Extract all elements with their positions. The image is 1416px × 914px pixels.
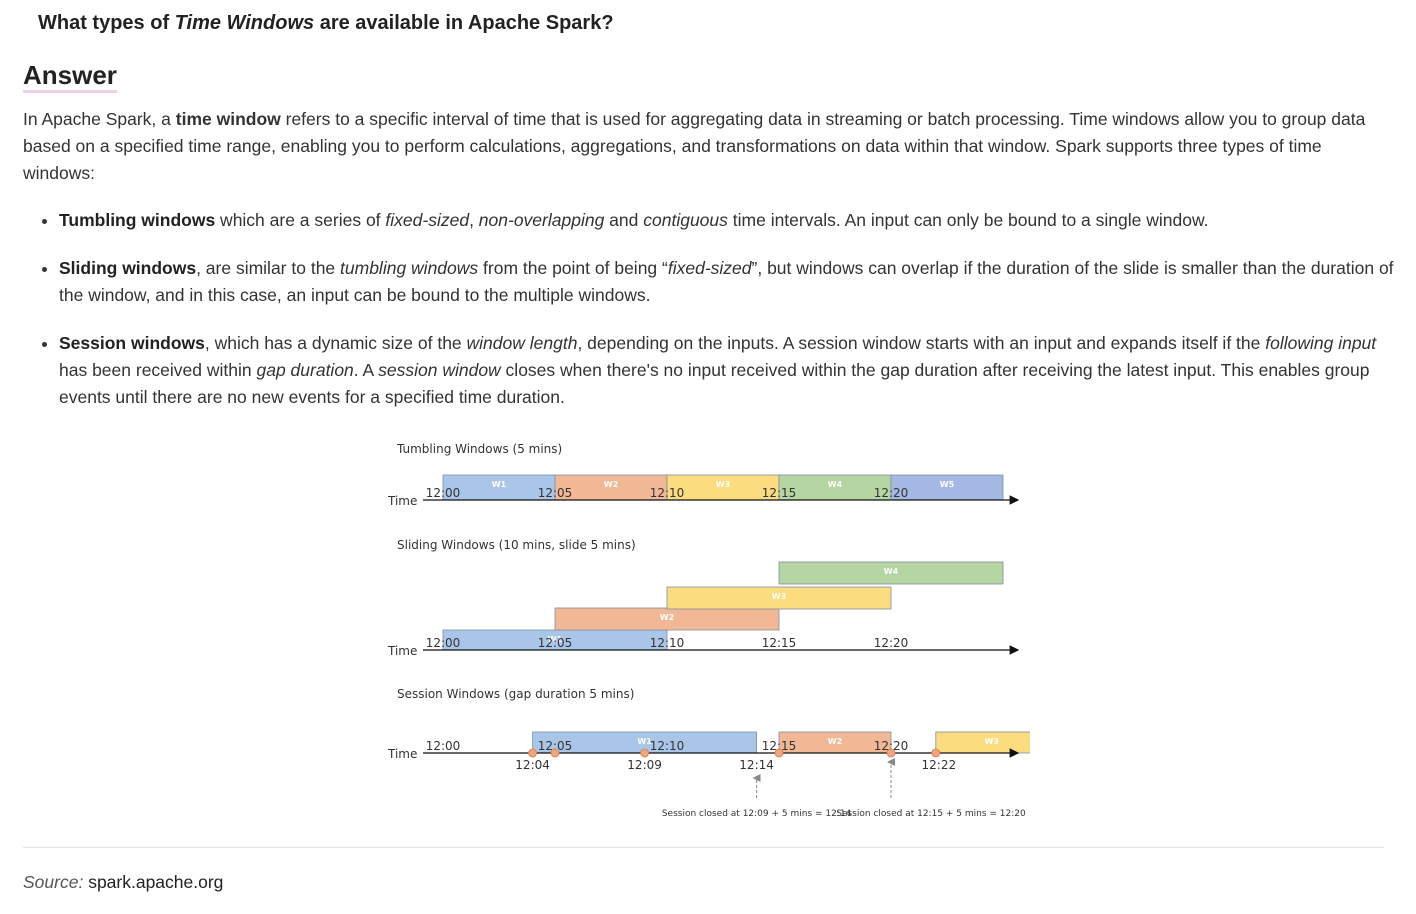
source-label: Source: (23, 872, 84, 892)
session-close-note: Session closed at 12:15 + 5 mins = 12:20 (836, 809, 1026, 819)
sliding-tick-label: 12:10 (650, 636, 685, 650)
sliding-title: Sliding Windows (10 mins, slide 5 mins) (397, 538, 636, 552)
sliding-tick-label: 12:15 (762, 636, 797, 650)
list-item-tumbling: Tumbling windows which are a series of f… (59, 207, 1409, 234)
source-value: spark.apache.org (88, 872, 224, 892)
tumbling-window-label: W3 (716, 480, 730, 489)
intro-text-1: In Apache Spark, a (23, 109, 176, 129)
sliding-window-label: W3 (772, 592, 786, 601)
question-emphasis: Time Windows (174, 12, 315, 34)
sliding-window-w4 (778, 561, 1004, 585)
sliding-window-label: W4 (884, 567, 899, 576)
session-title: Session Windows (gap duration 5 mins) (397, 687, 634, 701)
time-windows-diagram: Tumbling Windows (5 mins) W1 W2 W3 W4 W5 Time 1… (380, 432, 1030, 827)
sliding-window-label: W1 (548, 635, 563, 644)
tumbling-text: , (469, 210, 479, 230)
session-italic: window length (466, 333, 578, 353)
sliding-window-w3 (666, 586, 892, 610)
sliding-tick-label: 12:00 (426, 636, 461, 650)
time-windows-svg: Tumbling Windows (5 mins) W1 W2 W3 W4 W5 Time 1… (387, 442, 1030, 819)
tumbling-tick-label: 12:00 (426, 486, 461, 500)
session-event-dot (931, 748, 941, 758)
sliding-axis-label: Time (387, 644, 417, 658)
session-italic: gap duration (256, 360, 354, 380)
session-event-dot (886, 748, 896, 758)
sliding-title: Sliding windows (59, 258, 197, 278)
tumbling-window-w5 (890, 474, 1004, 501)
sliding-italic: tumbling windows (340, 258, 479, 278)
tumbling-window-label: W1 (492, 480, 507, 489)
session-tick-label: 12:15 (762, 739, 797, 753)
tumbling-window-w1 (442, 474, 556, 501)
session-tick-label: 12:05 (538, 739, 573, 753)
session-event-label: 12:04 (515, 758, 550, 772)
tumbling-window-label: W2 (604, 480, 618, 489)
session-axis-label: Time (387, 747, 417, 761)
question-suffix: are available in Apache Spark? (314, 12, 614, 34)
intro-paragraph: In Apache Spark, a time window refers to… (23, 106, 1393, 187)
intro-bold-term: time window (175, 109, 281, 129)
intro-text-2: refers to a specific interval of time th… (23, 109, 1366, 183)
tumbling-italic: fixed-sized (385, 210, 470, 230)
tumbling-text: time intervals. An input can only be bou… (727, 210, 1209, 230)
session-close-note: Session closed at 12:09 + 5 mins = 12:14 (662, 809, 852, 819)
session-italic: session window (378, 360, 501, 380)
session-tick-label: 12:20 (874, 739, 909, 753)
session-text: , depending on the inputs. A session win… (577, 333, 1266, 353)
tumbling-tick-label: 12:05 (538, 486, 573, 500)
sliding-italic: fixed-sized (667, 258, 752, 278)
sliding-text: ”, but windows can overlap if the durati… (59, 258, 1394, 305)
session-tick-label: 12:00 (426, 739, 461, 753)
session-window-label: W3 (985, 737, 999, 746)
sliding-text: from the point of being “ (478, 258, 668, 278)
session-event-dot (774, 748, 784, 758)
tumbling-axis-label: Time (387, 494, 417, 508)
tumbling-window-label: W4 (828, 480, 843, 489)
tumbling-text: which are a series of (215, 210, 386, 230)
sliding-text: , are similar to the (196, 258, 341, 278)
list-item-sliding: Sliding windows, are similar to the tumb… (59, 255, 1409, 309)
session-event-label: 12:22 (922, 758, 957, 772)
list-item-session: Session windows, which has a dynamic siz… (59, 330, 1409, 411)
session-event-label: 12:09 (627, 758, 662, 772)
sliding-window-label: W2 (660, 613, 674, 622)
session-title: Session windows (59, 333, 205, 353)
tumbling-italic: contiguous (643, 210, 728, 230)
tumbling-title: Tumbling windows (59, 210, 216, 230)
tumbling-tick-label: 12:15 (762, 486, 797, 500)
session-event-dot (550, 748, 560, 758)
sliding-tick-label: 12:05 (538, 636, 573, 650)
tumbling-italic: non-overlapping (478, 210, 605, 230)
session-event-dot (640, 748, 650, 758)
session-text: , which has a dynamic size of the (204, 333, 467, 353)
question-prefix: What types of (38, 12, 175, 34)
tumbling-window-label: W5 (940, 480, 955, 489)
session-text: closes when there's no input received wi… (59, 360, 1370, 407)
session-window-label: W1 (637, 737, 652, 746)
window-types-list: Tumbling windows which are a series of f… (23, 207, 1409, 432)
session-window-w3 (935, 731, 1030, 754)
session-italic: following input (1265, 333, 1377, 353)
answer-heading: Answer (23, 60, 117, 93)
session-window-label: W2 (828, 737, 842, 746)
tumbling-text: and (604, 210, 644, 230)
tumbling-tick-label: 12:10 (650, 486, 685, 500)
session-event-dot (528, 748, 538, 758)
session-tick-label: 12:10 (650, 739, 685, 753)
divider (23, 847, 1384, 848)
session-close-label: 12:14 (739, 758, 774, 772)
tumbling-title: Tumbling Windows (5 mins) (396, 442, 562, 456)
session-text: has been received within (59, 360, 257, 380)
source-line: Source: spark.apache.org (23, 872, 223, 893)
tumbling-tick-label: 12:20 (874, 486, 909, 500)
session-text: . A (353, 360, 379, 380)
sliding-tick-label: 12:20 (874, 636, 909, 650)
question-title: What types of Time Windows are available… (38, 12, 614, 35)
